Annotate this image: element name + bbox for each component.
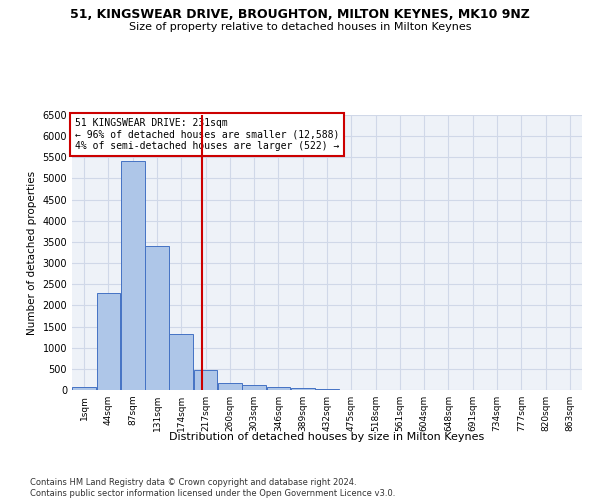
Bar	[194, 370, 217, 390]
Bar	[242, 385, 266, 390]
Bar	[291, 388, 314, 390]
Bar	[315, 388, 339, 390]
Text: Contains HM Land Registry data © Crown copyright and database right 2024.
Contai: Contains HM Land Registry data © Crown c…	[30, 478, 395, 498]
Bar	[218, 383, 242, 390]
Text: 51, KINGSWEAR DRIVE, BROUGHTON, MILTON KEYNES, MK10 9NZ: 51, KINGSWEAR DRIVE, BROUGHTON, MILTON K…	[70, 8, 530, 20]
Bar	[169, 334, 193, 390]
Bar	[145, 246, 169, 390]
Text: Distribution of detached houses by size in Milton Keynes: Distribution of detached houses by size …	[169, 432, 485, 442]
Text: Size of property relative to detached houses in Milton Keynes: Size of property relative to detached ho…	[129, 22, 471, 32]
Bar	[121, 160, 145, 390]
Text: 51 KINGSWEAR DRIVE: 231sqm
← 96% of detached houses are smaller (12,588)
4% of s: 51 KINGSWEAR DRIVE: 231sqm ← 96% of deta…	[74, 118, 339, 151]
Y-axis label: Number of detached properties: Number of detached properties	[27, 170, 37, 334]
Bar	[72, 387, 96, 390]
Bar	[266, 386, 290, 390]
Bar	[97, 292, 121, 390]
